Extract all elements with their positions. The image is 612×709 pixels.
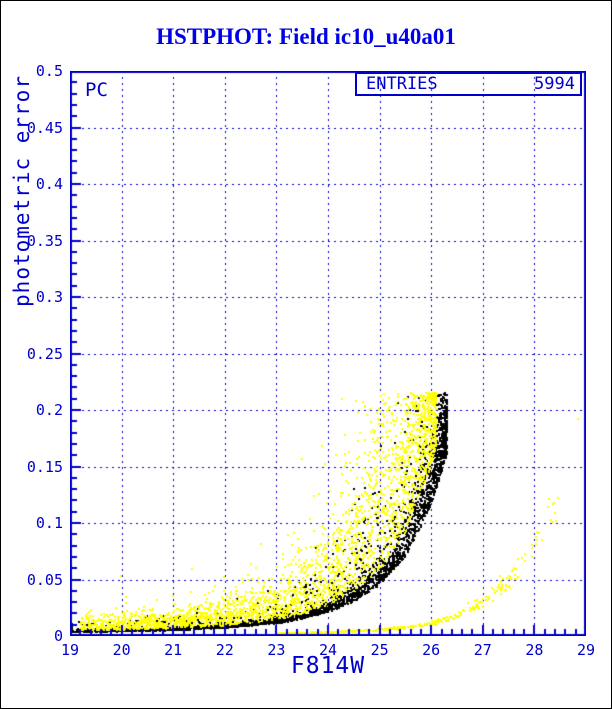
chip-label: PC [85, 79, 108, 101]
x-tick-label: 28 [525, 641, 544, 659]
x-tick-label: 22 [215, 641, 234, 659]
y-tick-label: 0.05 [26, 570, 63, 589]
y-tick-label: 0.3 [35, 288, 63, 306]
y-tick-label: 0.4 [35, 175, 63, 193]
x-axis-title: F814W [290, 653, 366, 679]
y-tick-label: 0.2 [35, 401, 63, 419]
x-tick-label: 20 [112, 641, 131, 659]
x-tick-label: 26 [422, 641, 441, 659]
entries-label: ENTRIES [366, 74, 438, 94]
x-tick-label: 21 [164, 641, 183, 659]
entries-value: 5994 [534, 74, 575, 94]
x-tick-label: 24 [318, 641, 338, 659]
x-tick-label: 29 [576, 641, 596, 659]
x-tick-label: 27 [473, 641, 492, 659]
y-tick-label: 0.25 [26, 344, 63, 363]
plot-canvas [70, 71, 586, 636]
y-tick-label: 0.45 [26, 118, 63, 137]
x-tick-label: 19 [60, 641, 80, 659]
x-tick-label: 25 [370, 641, 389, 659]
entries-legend-box: ENTRIES 5994 [355, 72, 582, 96]
y-tick-label: 0 [53, 627, 63, 645]
y-tick-label: 0.15 [26, 457, 63, 476]
y-tick-label: 0.1 [35, 514, 63, 532]
y-tick-label: 0.35 [26, 231, 63, 250]
page-title: HSTPHOT: Field ic10_u40a01 [156, 24, 456, 49]
y-tick-label: 0.5 [35, 62, 63, 80]
x-tick-label: 23 [267, 641, 286, 659]
